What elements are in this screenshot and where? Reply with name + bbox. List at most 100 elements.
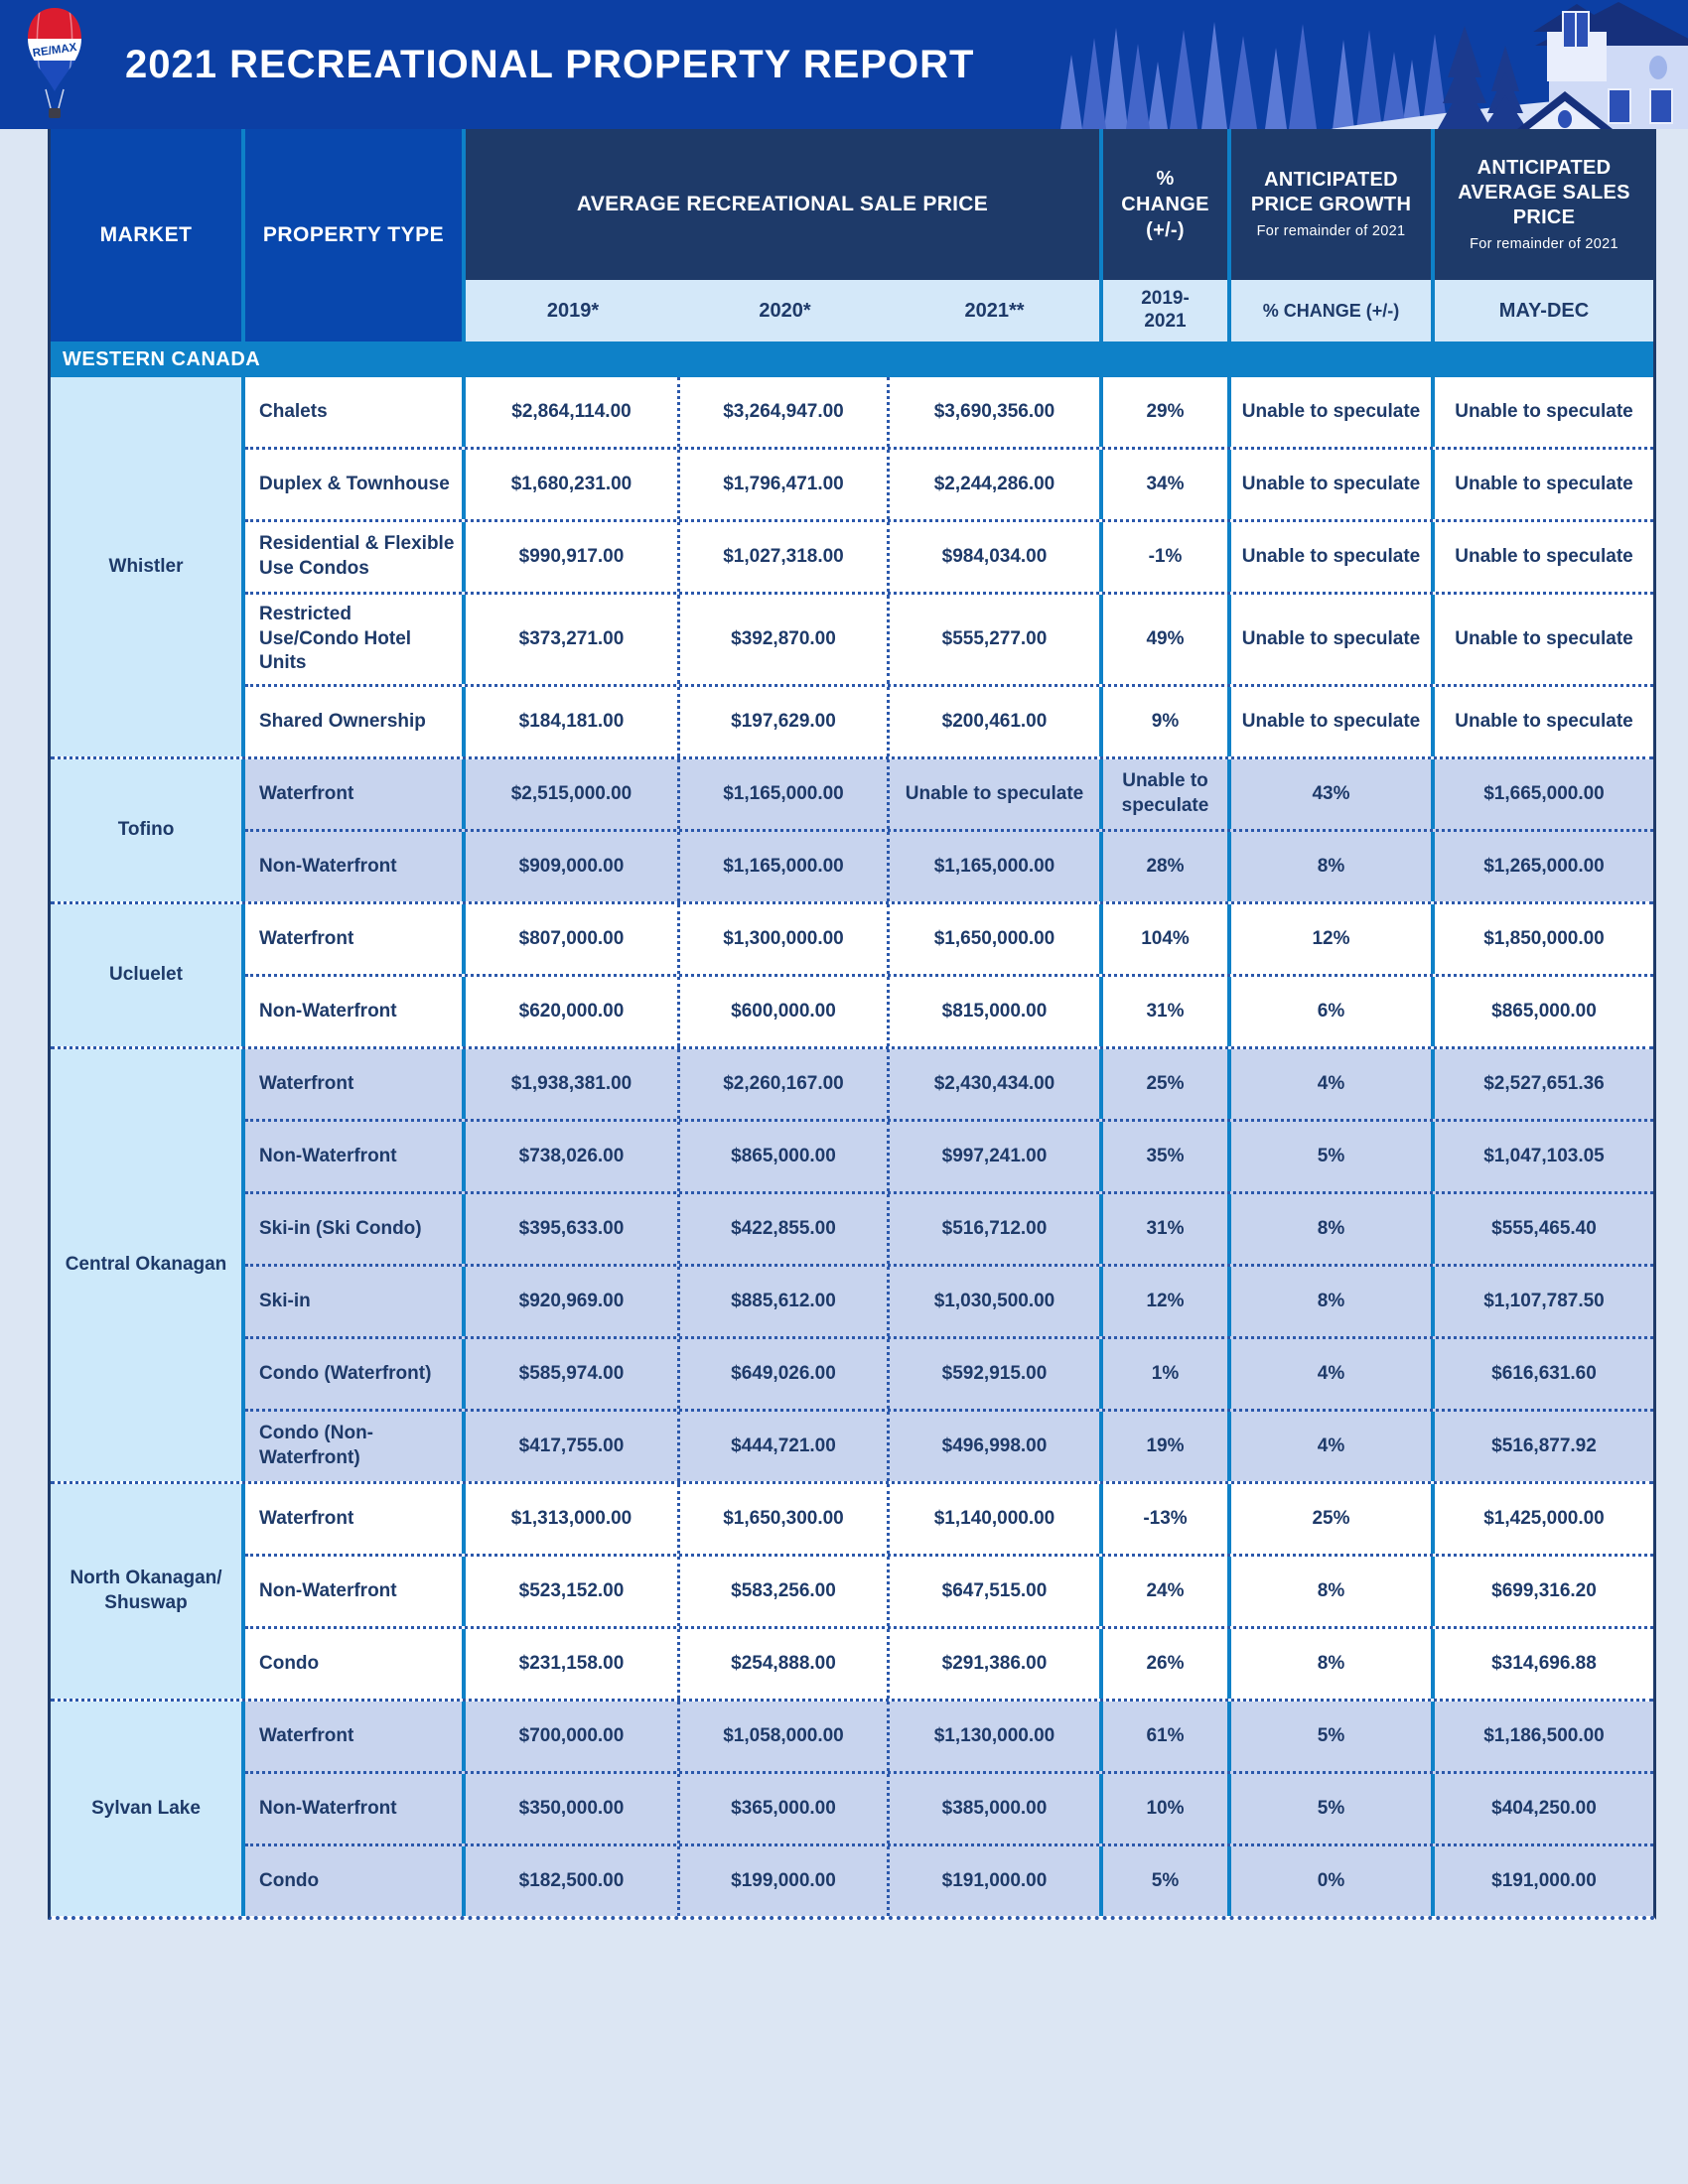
anticipated-avg-price-cell: $1,265,000.00 <box>1483 855 1605 877</box>
section-band-western-canada: WESTERN CANADA <box>51 341 1653 377</box>
table-row: Non-Waterfront $620,000.00 $600,000.00 $815… <box>245 974 1653 1047</box>
price-2019-cell: $1,313,000.00 <box>466 1484 680 1555</box>
subheader-2019: 2019* <box>466 280 680 341</box>
price-2020-cell: $392,870.00 <box>680 595 890 685</box>
price-2019-cell: $1,938,381.00 <box>466 1049 680 1120</box>
table-row: Ski-in $920,969.00 $885,612.00 $1,030,500.0… <box>245 1264 1653 1337</box>
anticipated-growth-cell: 12% <box>1231 904 1435 975</box>
table-row: Chalets $2,864,114.00 $3,264,947.00 $3,690,… <box>245 377 1653 447</box>
pct-change-cell: 9% <box>1103 687 1231 757</box>
anticipated-growth-cell: Unable to speculate <box>1231 687 1435 757</box>
pct-change-cell: 31% <box>1103 977 1231 1047</box>
property-type-cell: Duplex & Townhouse <box>245 450 466 519</box>
price-2019-cell: $1,680,231.00 <box>466 450 680 519</box>
table-row: Condo $231,158.00 $254,888.00 $291,386.00 26… <box>245 1626 1653 1700</box>
pct-change-cell: 34% <box>1103 450 1231 519</box>
subheader-2021: 2021** <box>890 280 1103 341</box>
price-2020-cell: $1,300,000.00 <box>680 904 890 975</box>
property-type-cell: Ski-in (Ski Condo) <box>245 1194 466 1265</box>
price-2021-cell: $555,277.00 <box>890 595 1103 685</box>
price-2020-cell: $1,796,471.00 <box>680 450 890 519</box>
anticipated-avg-price-cell: Unable to speculate <box>1455 545 1633 567</box>
property-type-cell: Non-Waterfront <box>245 1122 466 1192</box>
anticipated-growth-title: ANTICIPATED PRICE GROWTH <box>1250 169 1412 216</box>
remax-balloon-logo: RE/MAX <box>28 8 81 118</box>
property-type-column-header: PROPERTY TYPE <box>245 129 466 341</box>
table-row: Shared Ownership $184,181.00 $197,629.00 $2… <box>245 684 1653 757</box>
price-2021-cell: $516,712.00 <box>890 1194 1103 1265</box>
anticipated-avg-price-subtitle: For remainder of 2021 <box>1470 235 1618 252</box>
price-2019-cell: $920,969.00 <box>466 1267 680 1337</box>
property-type-cell: Restricted Use/Condo Hotel Units <box>245 595 466 685</box>
table-row: Non-Waterfront $738,026.00 $865,000.00 $997… <box>245 1119 1653 1192</box>
price-2021-cell: $191,000.00 <box>890 1846 1103 1917</box>
anticipated-growth-cell: 0% <box>1231 1846 1435 1917</box>
anticipated-avg-price-cell: $555,465.40 <box>1491 1217 1597 1239</box>
anticipated-growth-cell: 5% <box>1231 1774 1435 1844</box>
table-row: Waterfront $2,515,000.00 $1,165,000.00 Unab… <box>245 759 1653 830</box>
anticipated-growth-cell: 8% <box>1231 1629 1435 1700</box>
anticipated-growth-cell: 4% <box>1231 1339 1435 1410</box>
anticipated-growth-cell: 8% <box>1231 832 1435 902</box>
pct-change-cell: 24% <box>1103 1557 1231 1627</box>
property-type-cell: Non-Waterfront <box>245 977 466 1047</box>
table-row: Waterfront $1,938,381.00 $2,260,167.00 $2,4… <box>245 1049 1653 1120</box>
anticipated-growth-subtitle: For remainder of 2021 <box>1256 223 1406 240</box>
market-column-header: MARKET <box>51 129 245 341</box>
anticipated-growth-cell: 43% <box>1231 759 1435 830</box>
price-2019-cell: $523,152.00 <box>466 1557 680 1627</box>
pct-change-cell: 49% <box>1103 595 1231 685</box>
price-2020-cell: $1,027,318.00 <box>680 522 890 592</box>
property-type-cell: Condo (Non-Waterfront) <box>245 1412 466 1482</box>
anticipated-growth-cell: 25% <box>1231 1484 1435 1555</box>
anticipated-growth-cell: Unable to speculate <box>1231 450 1435 519</box>
price-2021-cell: Unable to speculate <box>890 759 1103 830</box>
anticipated-avg-price-cell: $404,250.00 <box>1491 1797 1597 1819</box>
anticipated-avg-price-cell: $865,000.00 <box>1491 1000 1597 1022</box>
anticipated-growth-cell: Unable to speculate <box>1231 522 1435 592</box>
price-2019-cell: $807,000.00 <box>466 904 680 975</box>
anticipated-avg-price-cell: $616,631.60 <box>1491 1362 1597 1384</box>
anticipated-growth-column-header: ANTICIPATED PRICE GROWTH For remainder o… <box>1231 129 1435 280</box>
property-type-cell: Condo <box>245 1846 466 1917</box>
anticipated-growth-cell: 8% <box>1231 1194 1435 1265</box>
market-group: Whistler Chalets $2,864,114.00 $3,264,947.0… <box>51 377 1653 757</box>
pct-change-cell: 104% <box>1103 904 1231 975</box>
subheader-2019-2021: 2019- 2021 <box>1103 280 1231 341</box>
subheader-2020: 2020* <box>680 280 890 341</box>
price-2020-cell: $199,000.00 <box>680 1846 890 1917</box>
anticipated-avg-price-cell: $1,186,500.00 <box>1483 1724 1605 1746</box>
price-2020-cell: $885,612.00 <box>680 1267 890 1337</box>
property-type-cell: Condo (Waterfront) <box>245 1339 466 1410</box>
market-cell: Central Okanagan <box>51 1049 245 1482</box>
price-2020-cell: $197,629.00 <box>680 687 890 757</box>
property-type-cell: Residential & Flexible Use Condos <box>245 522 466 592</box>
price-2021-cell: $1,030,500.00 <box>890 1267 1103 1337</box>
price-2020-cell: $2,260,167.00 <box>680 1049 890 1120</box>
property-type-cell: Shared Ownership <box>245 687 466 757</box>
anticipated-growth-cell: 6% <box>1231 977 1435 1047</box>
pct-change-cell: 35% <box>1103 1122 1231 1192</box>
price-2019-cell: $2,515,000.00 <box>466 759 680 830</box>
anticipated-avg-price-cell: $1,425,000.00 <box>1483 1507 1605 1529</box>
anticipated-growth-cell: 5% <box>1231 1702 1435 1772</box>
price-2019-cell: $738,026.00 <box>466 1122 680 1192</box>
header-decoration <box>1060 2 1688 129</box>
property-type-cell: Non-Waterfront <box>245 1557 466 1627</box>
pct-change-cell: 5% <box>1103 1846 1231 1917</box>
anticipated-avg-price-column-header: ANTICIPATED AVERAGE SALES PRICE For rema… <box>1435 129 1653 280</box>
table-row: Waterfront $1,313,000.00 $1,650,300.00 $1,1… <box>245 1484 1653 1555</box>
anticipated-avg-price-cell: $1,850,000.00 <box>1483 927 1605 949</box>
table-row: Restricted Use/Condo Hotel Units $373,271… <box>245 592 1653 685</box>
pct-change-cell: 28% <box>1103 832 1231 902</box>
pct-change-cell: 19% <box>1103 1412 1231 1482</box>
anticipated-avg-price-cell: $1,107,787.50 <box>1483 1290 1605 1311</box>
price-2021-cell: $200,461.00 <box>890 687 1103 757</box>
anticipated-growth-cell: Unable to speculate <box>1231 377 1435 447</box>
anticipated-growth-cell: 4% <box>1231 1412 1435 1482</box>
price-2021-cell: $997,241.00 <box>890 1122 1103 1192</box>
price-2020-cell: $444,721.00 <box>680 1412 890 1482</box>
price-2021-cell: $2,244,286.00 <box>890 450 1103 519</box>
pct-change-cell: 29% <box>1103 377 1231 447</box>
pct-change-cell: 31% <box>1103 1194 1231 1265</box>
